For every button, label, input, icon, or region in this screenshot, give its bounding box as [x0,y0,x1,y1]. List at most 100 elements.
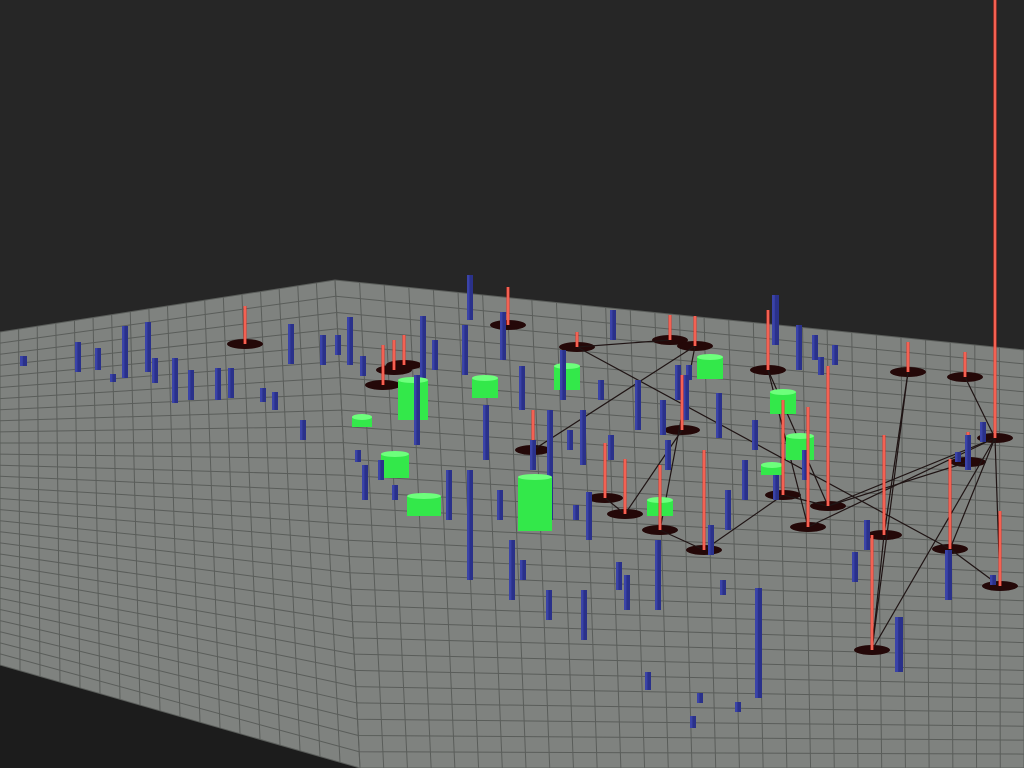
blue-bar [895,617,903,672]
blue-bar-highlight [980,422,983,442]
blue-bar [462,325,468,375]
scene-objects [20,0,1002,728]
blue-bar-highlight [945,550,948,600]
link-line [604,497,626,515]
grid-line [334,279,361,768]
blue-bar-face [735,702,741,712]
blue-bar-highlight [188,370,191,400]
blue-bar-highlight [616,562,619,590]
green-block-top [398,377,428,383]
blue-bar-highlight [675,365,678,400]
blue-bar-highlight [228,368,231,398]
blue-bar-face [320,335,326,365]
blue-bar [645,672,651,690]
blue-bar-face [546,590,552,620]
grid-line [167,305,181,717]
blue-bar-face [773,475,779,500]
blue-bar-face [378,460,384,480]
blue-bar [660,400,666,435]
link-line [532,345,696,451]
blue-bar [586,492,592,540]
green-block-top [554,363,580,369]
blue-bar-highlight [720,580,723,595]
green-block-face [352,417,372,427]
blue-bar-face [832,345,838,365]
green-block [352,414,372,427]
red-pole-highlight [807,407,809,527]
blue-bar-face [796,325,802,370]
blue-bar-face [560,350,566,400]
blue-bar-face [392,485,398,500]
blue-bar-face [355,450,361,462]
blue-bar-face [335,335,341,355]
blue-bar [752,420,758,450]
blue-bar-highlight [462,325,465,375]
grid-line [18,329,21,671]
blue-bar-highlight [852,552,855,582]
blue-bar-face [655,540,661,610]
blue-bar-face [716,393,722,438]
blue-bar-face [362,465,368,500]
grid-line [278,288,301,751]
blue-bar [573,505,579,520]
red-pole [826,366,830,506]
blue-bar-highlight [432,340,435,370]
green-block-top [472,375,498,381]
blue-bar-highlight [686,365,689,380]
blue-bar [228,368,234,398]
red-pole [882,435,886,535]
blue-bar-face [965,435,971,470]
blue-bar-face [95,348,101,370]
red-pole [781,400,785,495]
blue-bar [467,275,473,320]
green-block-face [472,378,498,398]
red-pole [575,332,579,347]
grid-line [92,317,101,694]
blue-bar [725,490,731,530]
red-pole [906,342,910,372]
blue-bar-face [686,365,692,380]
blue-bar-face [110,374,116,382]
blue-bar-highlight [773,475,776,500]
grid-line [260,291,281,746]
blue-bar-highlight [716,393,719,438]
blue-bar-highlight [812,335,815,360]
blue-bar [665,440,671,470]
red-pole-highlight [532,410,534,450]
red-pole-highlight [964,352,966,377]
blue-bar [530,440,536,470]
blue-bar-face [497,490,503,520]
blue-bar-face [635,380,641,430]
red-pole-highlight [244,306,246,344]
link-line [807,437,996,528]
blue-bar [772,295,779,345]
blue-bar-highlight [965,435,968,470]
blue-bar [945,550,952,600]
blue-bar-face [720,580,726,595]
blue-bar [500,312,506,360]
blue-bar [110,374,116,382]
blue-bar [420,316,426,378]
blue-bar-highlight [645,672,648,690]
red-pole [680,375,684,430]
blue-bar-highlight [752,420,755,450]
blue-bar-highlight [832,345,835,365]
blue-bar [581,590,587,640]
red-pole [702,450,706,550]
blue-bar-highlight [420,316,423,378]
link-line [964,376,996,439]
green-block-top [697,354,723,360]
blue-bar-face [20,356,27,366]
blue-bar-face [660,400,666,435]
blue-bar [172,358,178,403]
blue-bar [802,450,808,480]
blue-bar [683,375,689,420]
link-line [871,437,996,651]
blue-bar-face [697,693,703,703]
green-block [786,433,814,460]
blue-bar [414,375,420,445]
blue-bar-face [420,316,426,378]
blue-bar-face [483,405,489,460]
blue-bar-highlight [690,716,693,728]
